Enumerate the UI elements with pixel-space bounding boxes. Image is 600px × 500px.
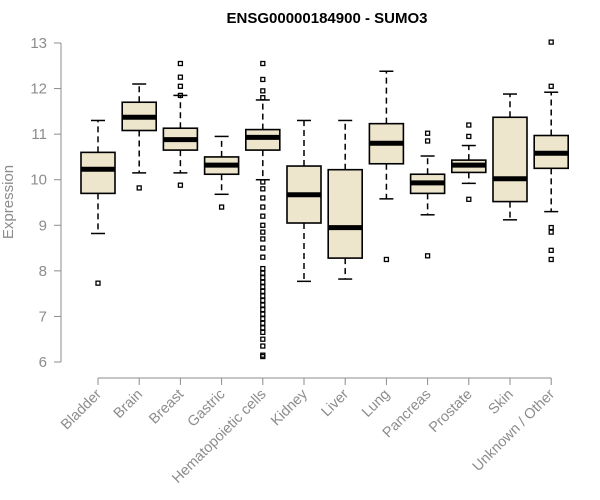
outlier-point — [260, 329, 266, 336]
outlier-point — [260, 325, 266, 331]
x-tick-label: Breast — [146, 387, 187, 428]
outlier-point — [260, 254, 266, 260]
outlier-point — [177, 92, 184, 99]
outlier-point — [424, 253, 431, 259]
outlier-point — [548, 224, 554, 231]
outlier-point — [260, 236, 266, 242]
outlier-point — [177, 60, 184, 67]
y-tick-label: 6 — [39, 354, 47, 371]
outlier-point — [548, 256, 554, 263]
x-tick-label: Kidney — [268, 386, 311, 429]
outlier-point — [260, 306, 266, 313]
outlier-point — [136, 185, 142, 191]
box-prostate — [450, 122, 487, 202]
y-axis-label: Expression — [0, 165, 17, 239]
box-skin — [492, 93, 528, 221]
iqr-box — [80, 151, 116, 195]
outlier-point — [260, 297, 266, 304]
outlier-point — [260, 270, 266, 276]
outlier-point — [260, 316, 266, 322]
outlier-point — [260, 245, 266, 251]
box-kidney — [286, 119, 322, 283]
outlier-point — [260, 88, 266, 94]
iqr-box — [492, 116, 528, 203]
outlier-point — [466, 133, 472, 140]
outlier-point — [260, 302, 266, 308]
outlier-point — [177, 83, 184, 89]
y-tick-label: 9 — [39, 217, 47, 234]
outlier-point — [466, 196, 472, 202]
box-lung — [368, 70, 405, 263]
box-pancreas — [409, 130, 446, 259]
outlier-point — [424, 138, 431, 144]
box-brain — [121, 83, 157, 191]
outlier-point — [548, 83, 554, 89]
y-tick-label: 13 — [30, 35, 47, 52]
y-tick-label: 10 — [30, 172, 47, 189]
outlier-point — [548, 39, 554, 45]
outlier-point — [260, 320, 266, 326]
outlier-point — [260, 95, 266, 101]
outlier-point — [177, 74, 184, 80]
x-tick-label: Lung — [359, 387, 393, 421]
y-tick-label: 8 — [39, 263, 47, 280]
boxes-group — [80, 39, 570, 360]
y-tick-label: 7 — [39, 308, 47, 325]
outlier-point — [260, 76, 266, 83]
outlier-point — [260, 311, 266, 317]
outlier-point — [548, 247, 554, 254]
outlier-point — [260, 60, 266, 67]
outlier-point — [260, 293, 266, 299]
outlier-point — [383, 256, 390, 263]
iqr-box — [245, 128, 281, 151]
box-hematopoietic-cells — [245, 60, 281, 360]
box-gastric — [203, 135, 240, 210]
outlier-point — [260, 279, 266, 285]
outlier-point — [466, 122, 472, 128]
outlier-point — [260, 179, 266, 185]
box-breast — [162, 60, 199, 188]
outlier-point — [260, 229, 266, 235]
outlier-point — [260, 336, 266, 342]
outlier-point — [548, 229, 554, 235]
outlier-point — [260, 195, 266, 201]
x-tick-label: Liver — [318, 386, 352, 420]
chart-title: ENSG00000184900 - SUMO3 — [227, 10, 428, 27]
outlier-point — [260, 265, 266, 272]
x-tick-label: Bladder — [58, 386, 105, 433]
outlier-point — [177, 182, 184, 188]
outlier-point — [260, 275, 266, 281]
outlier-point — [260, 222, 266, 228]
outlier-point — [260, 353, 266, 360]
outlier-point — [260, 213, 266, 219]
y-tick-label: 12 — [30, 81, 47, 98]
box-bladder — [80, 119, 116, 286]
outlier-point — [260, 186, 266, 192]
x-tick-label: Prostate — [426, 387, 475, 436]
y-axis: 6 7 8 9 10 11 12 13 — [30, 35, 62, 371]
outlier-point — [260, 343, 266, 349]
x-tick-label: Skin — [486, 387, 517, 418]
box-liver — [327, 119, 364, 280]
y-tick-label: 11 — [31, 126, 47, 143]
iqr-box — [327, 168, 364, 259]
x-tick-label: Brain — [111, 387, 146, 422]
outlier-point — [260, 204, 266, 210]
outlier-point — [95, 280, 101, 286]
outlier-point — [424, 130, 431, 136]
outlier-point — [260, 288, 266, 295]
outlier-point — [260, 284, 266, 290]
box-unknown-other — [533, 39, 570, 263]
outlier-point — [218, 204, 225, 210]
